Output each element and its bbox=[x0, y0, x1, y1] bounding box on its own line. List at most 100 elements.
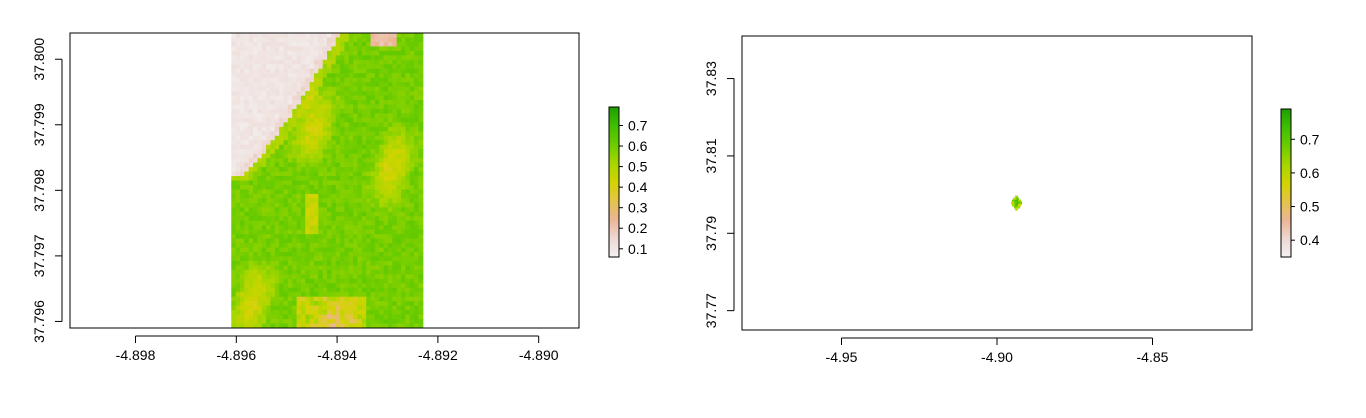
raster-cell bbox=[292, 216, 298, 222]
raster-cell bbox=[353, 323, 359, 328]
raster-cell bbox=[279, 269, 285, 275]
raster-cell bbox=[392, 283, 398, 289]
raster-cell bbox=[418, 131, 424, 137]
raster-cell bbox=[253, 274, 258, 280]
raster-cell bbox=[344, 180, 350, 186]
raster-cell bbox=[353, 131, 359, 137]
raster-cell bbox=[283, 33, 289, 39]
raster-cell bbox=[283, 180, 289, 186]
raster-cell bbox=[300, 189, 306, 195]
raster-cell bbox=[327, 135, 332, 141]
raster-cell bbox=[318, 82, 324, 88]
raster-cell bbox=[318, 59, 324, 65]
raster-cell bbox=[274, 95, 280, 101]
raster-cell bbox=[270, 207, 276, 213]
raster-cell bbox=[357, 33, 363, 39]
raster-cell bbox=[327, 73, 332, 79]
raster-cell bbox=[266, 310, 272, 316]
raster-cell bbox=[235, 323, 241, 328]
raster-cell bbox=[279, 234, 285, 240]
raster-cell bbox=[231, 86, 237, 92]
raster-cell bbox=[379, 243, 385, 249]
raster-cell bbox=[322, 314, 328, 320]
raster-cell bbox=[313, 91, 319, 97]
raster-cell bbox=[340, 95, 346, 101]
raster-cell bbox=[318, 91, 324, 97]
raster-cell bbox=[274, 319, 280, 325]
raster-cell bbox=[231, 41, 237, 48]
raster-cell bbox=[409, 229, 415, 235]
raster-cell bbox=[418, 278, 424, 284]
raster-cell bbox=[327, 113, 332, 119]
raster-cell bbox=[370, 238, 376, 244]
raster-cell bbox=[274, 126, 280, 132]
legend-left: 0.10.20.30.40.50.60.7 bbox=[608, 106, 648, 258]
raster-cell bbox=[414, 256, 420, 262]
raster-cell bbox=[305, 247, 311, 253]
raster-cell bbox=[357, 68, 363, 74]
raster-cell bbox=[418, 314, 424, 320]
raster-cell bbox=[318, 292, 324, 298]
raster-cell bbox=[244, 162, 250, 168]
raster-cell bbox=[396, 113, 402, 119]
raster-cell bbox=[396, 247, 402, 253]
raster-cell bbox=[344, 310, 350, 316]
raster-cell bbox=[405, 59, 411, 65]
raster-cell bbox=[318, 225, 324, 231]
raster-cell bbox=[283, 167, 289, 173]
raster-cell bbox=[253, 216, 258, 222]
raster-cell bbox=[322, 162, 328, 168]
raster-cell bbox=[266, 158, 272, 164]
raster-cell bbox=[313, 59, 319, 65]
raster-cell bbox=[401, 301, 406, 307]
raster-cell bbox=[248, 184, 254, 191]
raster-cell bbox=[292, 225, 298, 231]
raster-cell bbox=[409, 117, 415, 123]
raster-cell bbox=[266, 305, 272, 311]
raster-cell bbox=[274, 305, 280, 311]
raster-cell bbox=[396, 108, 402, 115]
raster-cell bbox=[396, 68, 402, 74]
raster-cell bbox=[287, 144, 293, 150]
raster-cell bbox=[335, 158, 341, 164]
raster-cell bbox=[305, 180, 311, 186]
raster-cell bbox=[357, 274, 363, 280]
raster-cell bbox=[340, 305, 346, 311]
raster-cell bbox=[300, 265, 306, 271]
raster-cell bbox=[370, 126, 376, 132]
raster-cell bbox=[244, 113, 250, 119]
raster-cell bbox=[392, 162, 398, 168]
raster-cell bbox=[248, 301, 254, 307]
raster-cell bbox=[322, 184, 328, 191]
raster-cell bbox=[283, 207, 289, 213]
raster-cell bbox=[370, 95, 376, 101]
raster-cell bbox=[292, 131, 298, 137]
raster-cell bbox=[392, 274, 398, 280]
raster-cell bbox=[327, 207, 332, 213]
raster-cell bbox=[387, 193, 393, 199]
raster-cell bbox=[292, 229, 298, 235]
raster-cell bbox=[357, 225, 363, 231]
raster-cell bbox=[296, 207, 302, 213]
raster-cell bbox=[231, 216, 237, 222]
raster-cell bbox=[239, 283, 245, 289]
raster-cell bbox=[405, 189, 411, 195]
raster-cell bbox=[318, 278, 324, 284]
raster-cell bbox=[405, 144, 411, 150]
raster-cell bbox=[305, 216, 311, 222]
raster-cell bbox=[305, 252, 311, 258]
raster-cell bbox=[1014, 205, 1018, 209]
raster-cell bbox=[374, 77, 380, 83]
raster-cell bbox=[235, 86, 241, 92]
raster-cell bbox=[387, 50, 393, 56]
raster-cell bbox=[379, 100, 385, 106]
raster-cell bbox=[244, 68, 250, 74]
raster-cell bbox=[283, 91, 289, 97]
raster-cell bbox=[366, 46, 372, 52]
raster-cell bbox=[305, 283, 311, 289]
raster-cell bbox=[401, 243, 406, 249]
raster-cell bbox=[331, 77, 337, 83]
raster-cell bbox=[318, 95, 324, 101]
raster-cell bbox=[370, 216, 376, 222]
raster-cell bbox=[361, 122, 367, 128]
